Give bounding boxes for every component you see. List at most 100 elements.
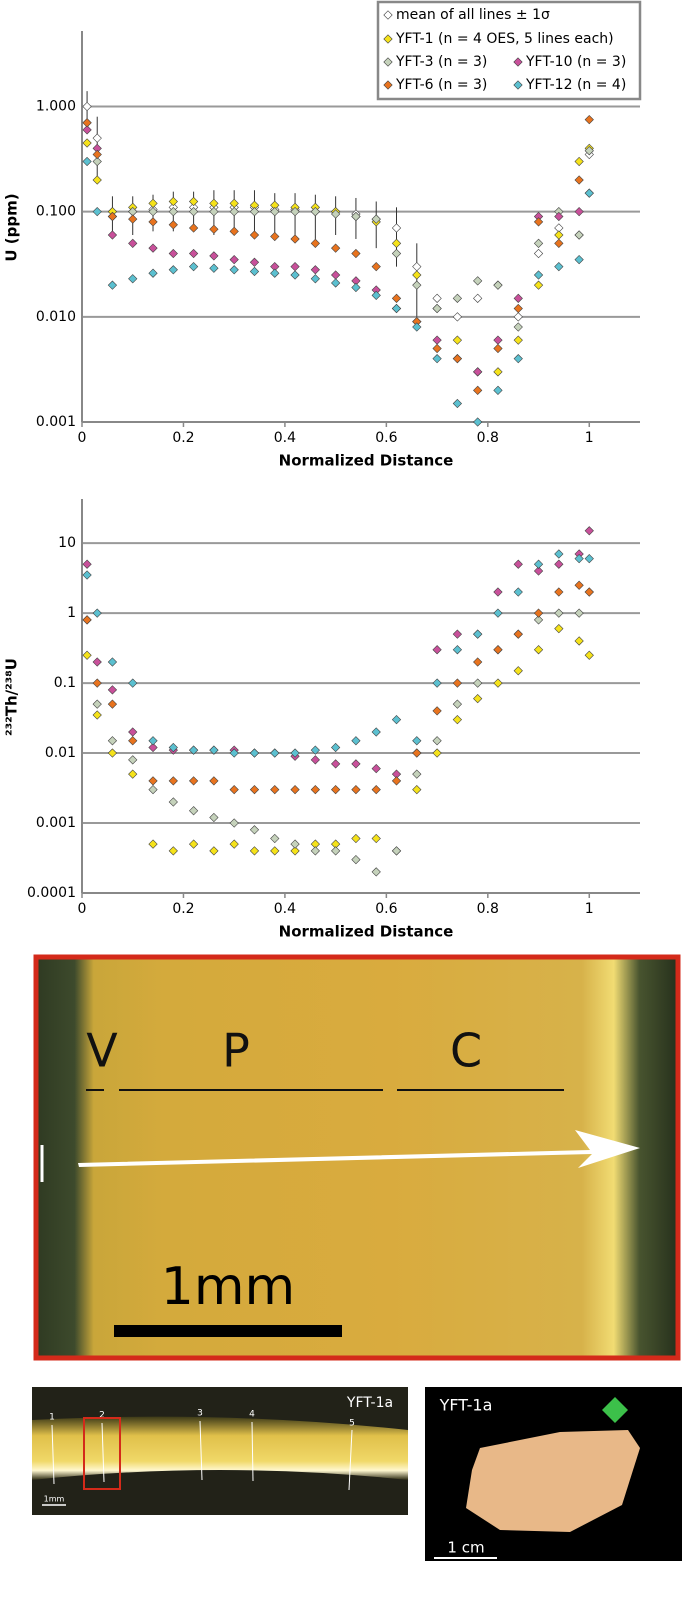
point xyxy=(432,293,442,303)
point xyxy=(452,645,463,655)
point xyxy=(209,207,219,217)
fragment-photo: YFT-1a 1 cm xyxy=(425,1387,682,1561)
line-label: 3 xyxy=(197,1409,203,1419)
point xyxy=(513,335,523,345)
point xyxy=(229,818,239,828)
point xyxy=(432,706,442,716)
point xyxy=(229,254,239,265)
point xyxy=(473,293,483,303)
series xyxy=(82,580,594,795)
point xyxy=(412,262,422,272)
line-label: 5 xyxy=(349,1419,355,1429)
point xyxy=(452,293,463,303)
y-tick-label: 0.001 xyxy=(36,815,76,831)
point xyxy=(331,742,341,753)
point xyxy=(574,230,584,240)
point xyxy=(574,175,584,185)
point xyxy=(574,254,584,265)
point xyxy=(452,312,463,322)
point xyxy=(574,156,584,167)
point xyxy=(249,825,260,835)
point xyxy=(188,745,199,755)
point xyxy=(493,335,503,345)
x-tick-label: 0.4 xyxy=(274,430,296,446)
x-tick-label: 0.8 xyxy=(477,430,499,446)
point xyxy=(432,343,442,354)
point xyxy=(209,846,219,856)
legend-label: YFT-12 (n = 4) xyxy=(525,77,626,93)
point xyxy=(554,549,564,559)
x-tick-label: 0.8 xyxy=(477,901,499,917)
point xyxy=(473,629,483,639)
line-label: 1 xyxy=(49,1413,55,1423)
point xyxy=(574,580,584,590)
point xyxy=(92,156,102,167)
point xyxy=(168,265,178,275)
point xyxy=(412,280,422,290)
point xyxy=(432,335,442,345)
point xyxy=(107,685,118,695)
scan-arrow xyxy=(78,1130,640,1168)
point xyxy=(493,645,503,655)
point xyxy=(148,736,158,746)
point xyxy=(391,223,402,233)
scale-label: 1mm xyxy=(161,1257,295,1317)
point xyxy=(533,615,544,625)
point xyxy=(148,742,158,753)
y-tick-label: 0.001 xyxy=(36,414,76,430)
point xyxy=(128,769,138,779)
point xyxy=(128,238,138,248)
point xyxy=(412,769,422,779)
point xyxy=(82,138,92,148)
point xyxy=(148,785,158,795)
point xyxy=(82,615,92,625)
point xyxy=(473,678,483,688)
point xyxy=(452,335,463,345)
point xyxy=(209,745,219,755)
point xyxy=(412,748,422,758)
point xyxy=(331,759,341,769)
point xyxy=(148,207,158,217)
point xyxy=(270,268,280,278)
point xyxy=(128,214,138,224)
point xyxy=(493,678,503,688)
x-tick-label: 0.6 xyxy=(375,430,397,446)
x-tick-label: 0.6 xyxy=(375,901,397,917)
y-tick-label: 10 xyxy=(58,535,76,551)
point xyxy=(391,293,402,303)
point xyxy=(82,156,92,167)
point xyxy=(351,854,361,865)
sample-label: YFT-1a xyxy=(346,1395,393,1411)
point xyxy=(107,657,118,667)
point xyxy=(452,699,463,709)
point xyxy=(290,748,300,758)
point xyxy=(310,745,320,755)
point xyxy=(452,678,463,688)
point xyxy=(533,270,544,280)
point xyxy=(107,736,118,746)
point xyxy=(82,101,92,112)
point xyxy=(310,238,320,248)
point xyxy=(229,839,239,849)
point xyxy=(188,806,199,816)
x-axis-label: Normalized Distance xyxy=(279,923,454,941)
y-tick-label: 0.010 xyxy=(36,309,76,325)
point xyxy=(391,846,402,856)
point xyxy=(351,211,361,222)
point xyxy=(391,238,402,248)
point xyxy=(371,262,381,272)
point xyxy=(82,559,92,569)
point xyxy=(188,207,199,217)
point xyxy=(493,385,503,395)
point xyxy=(513,354,523,364)
point xyxy=(533,645,544,655)
point xyxy=(584,146,594,156)
point xyxy=(209,263,219,273)
point xyxy=(270,207,280,217)
y-tick-label: 0.01 xyxy=(45,745,76,761)
x-tick-label: 1 xyxy=(585,430,594,446)
legend-label: YFT-6 (n = 3) xyxy=(395,77,487,93)
legend-label: mean of all lines ± 1σ xyxy=(396,7,550,23)
point xyxy=(82,570,92,580)
